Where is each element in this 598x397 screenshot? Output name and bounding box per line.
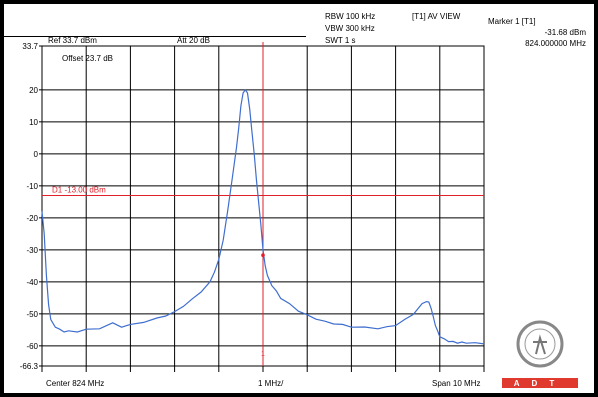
frame-right-edge — [594, 0, 598, 397]
vbw-label: VBW 300 kHz — [325, 24, 375, 33]
limit-line-label: D1 -13.00 dBm — [52, 185, 106, 194]
frame-bottom-edge — [0, 393, 598, 397]
marker-frequency: 824.000000 MHz — [525, 39, 586, 48]
frame-left-edge — [0, 0, 4, 397]
frequency-division-label: 1 MHz/ — [258, 379, 284, 388]
trace-mode-label: [T1] AV VIEW — [412, 12, 461, 21]
y-tick-label: 0 — [34, 150, 39, 159]
y-tick-label: -60 — [26, 342, 38, 351]
rbw-label: RBW 100 kHz — [325, 12, 376, 21]
span-label: Span 10 MHz — [432, 379, 481, 388]
y-tick-label: -20 — [26, 214, 38, 223]
logo-figure — [533, 334, 547, 355]
ref-level-label: Ref 33.7 dBm — [48, 36, 97, 45]
y-tick-label: -40 — [26, 278, 38, 287]
logo-text: ADT — [514, 379, 566, 388]
offset-label: Offset 23.7 dB — [62, 54, 113, 63]
y-tick-label: 33.7 — [22, 42, 38, 51]
attenuation-label: Att 20 dB — [177, 36, 210, 45]
logo-seal-inner — [524, 328, 556, 360]
y-tick-label: -30 — [26, 246, 38, 255]
marker-level: -31.68 dBm — [544, 28, 586, 37]
swt-label: SWT 1 s — [325, 36, 356, 45]
center-frequency-label: Center 824 MHz — [46, 379, 105, 388]
marker-title: Marker 1 [T1] — [488, 17, 536, 26]
y-tick-label: -10 — [26, 182, 38, 191]
frame-top-edge — [0, 0, 598, 4]
spectrum-trace — [41, 88, 485, 345]
marker-label: 1 — [261, 351, 265, 358]
marker-point — [261, 253, 265, 258]
logo-band — [502, 378, 578, 388]
y-tick-label: 20 — [29, 86, 38, 95]
y-tick-label: 10 — [29, 118, 38, 127]
header-divider — [4, 36, 306, 37]
y-tick-label: -66.3 — [20, 362, 39, 371]
y-tick-label: -50 — [26, 310, 38, 319]
